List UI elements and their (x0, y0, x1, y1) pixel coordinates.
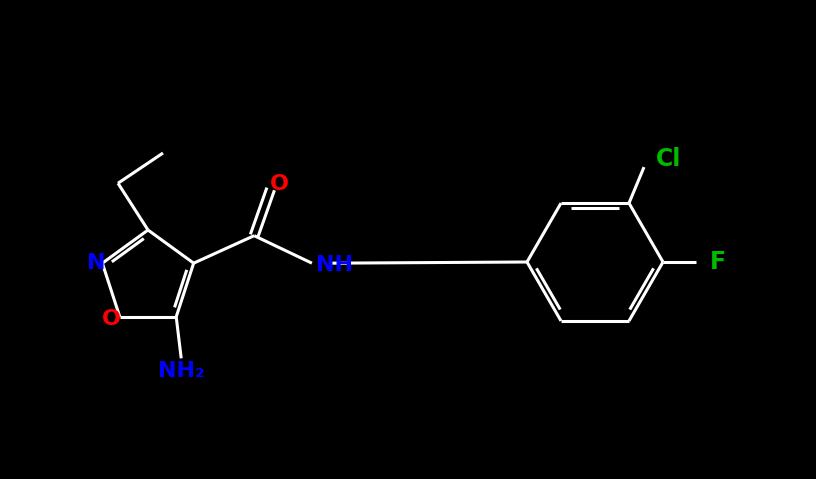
Text: Cl: Cl (656, 147, 681, 171)
Text: F: F (710, 250, 726, 274)
Text: O: O (102, 309, 122, 329)
Text: N: N (87, 253, 105, 273)
Text: NH: NH (316, 255, 353, 275)
Text: NH₂: NH₂ (157, 361, 205, 381)
Text: O: O (270, 174, 289, 194)
